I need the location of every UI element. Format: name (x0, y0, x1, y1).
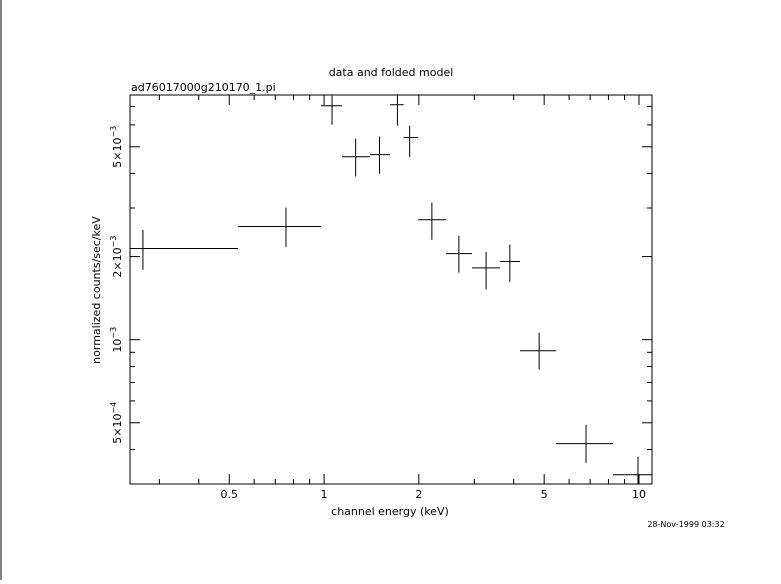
y-tick-label-base: 10 (111, 339, 124, 353)
y-tick-label-exponent: −3 (109, 327, 118, 339)
timestamp: 28-Nov-1999 03:32 (647, 520, 724, 529)
x-tick-label: 5 (541, 488, 548, 501)
y-tick-label-exponent: −4 (109, 402, 118, 414)
file-name: ad76017000g210170_1.pi (131, 81, 276, 94)
chart-title: data and folded model (329, 66, 454, 79)
x-tick-label: 0.5 (220, 488, 238, 501)
y-tick-label-base: 5×10 (111, 138, 124, 168)
x-tick-label: 2 (415, 488, 422, 501)
y-tick-label: 10−3 (109, 327, 124, 353)
x-tick-label: 10 (632, 488, 646, 501)
data-layer (130, 95, 652, 484)
x-axis-label: channel energy (keV) (331, 505, 449, 518)
y-tick-label: 2×10−3 (109, 236, 124, 278)
y-axis-label: normalized counts/sec/keV (90, 216, 103, 364)
y-tick-label: 5×10−3 (109, 126, 124, 168)
plot-frame (129, 94, 653, 485)
y-tick-label-base: 5×10 (111, 414, 124, 444)
y-tick-label-base: 2×10 (111, 247, 124, 277)
y-tick-label-exponent: −3 (109, 236, 118, 248)
y-tick-label-exponent: −3 (109, 126, 118, 138)
y-tick-label: 5×10−4 (109, 402, 124, 444)
x-tick-label: 1 (321, 488, 328, 501)
